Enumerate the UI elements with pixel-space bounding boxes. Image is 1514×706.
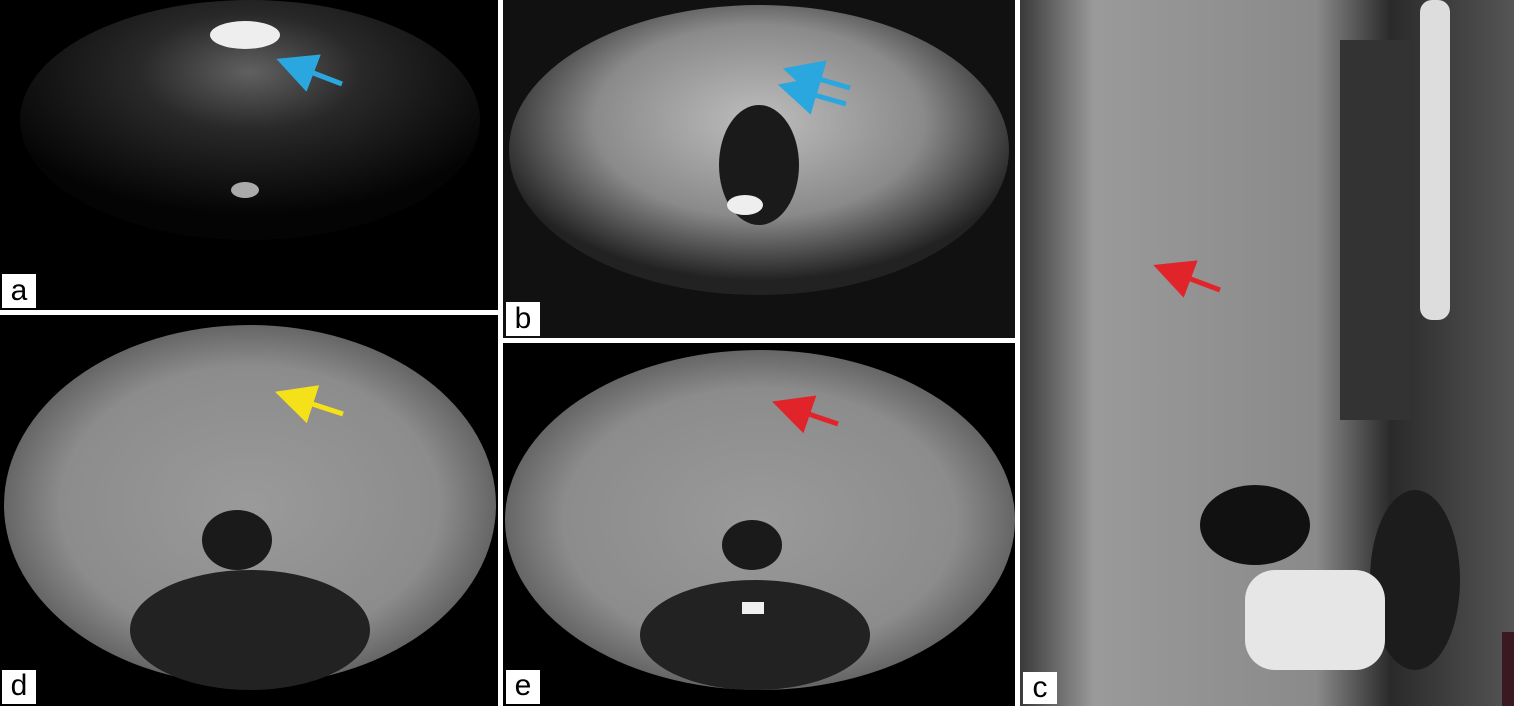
- panel-label: b: [515, 302, 532, 335]
- panel-label: d: [11, 669, 28, 702]
- panel-e: e: [503, 343, 1015, 706]
- panel-label: c: [1033, 671, 1048, 704]
- panel-a: a: [0, 0, 498, 310]
- panel-label: e: [515, 669, 532, 702]
- panel-c: c: [1020, 0, 1514, 706]
- panel-label: a: [11, 274, 28, 307]
- panel-b: b: [503, 0, 1015, 338]
- panel-d: d: [0, 315, 498, 706]
